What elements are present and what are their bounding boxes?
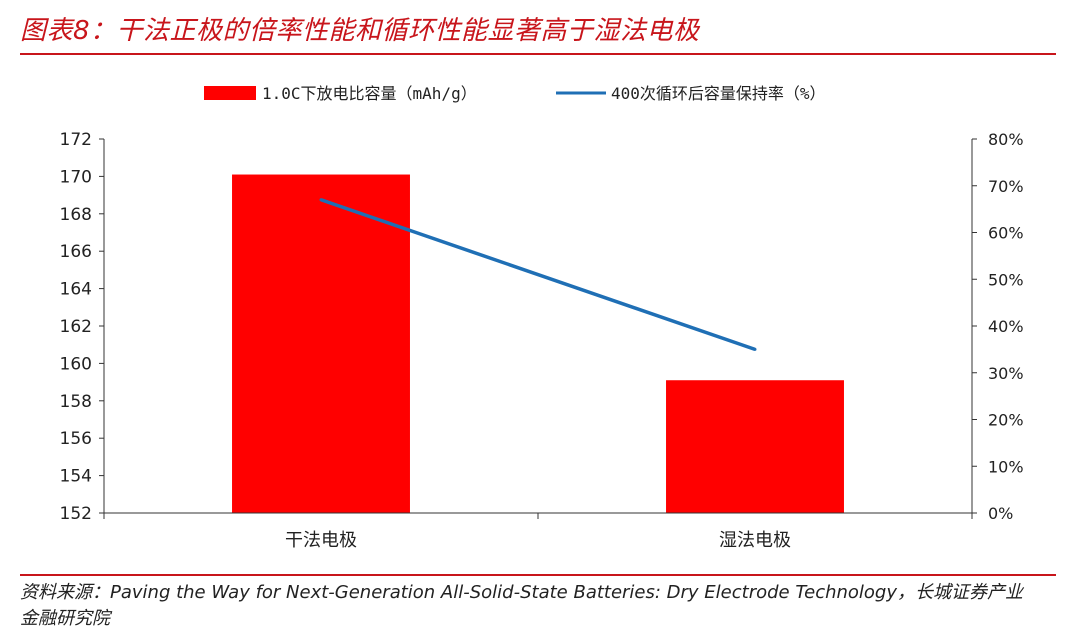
- y-tick-label: 156: [60, 429, 92, 449]
- title-divider: [20, 53, 1056, 55]
- y-tick-label: 164: [60, 280, 92, 300]
- y2-tick-label: 50%: [988, 270, 1024, 289]
- y-tick-label: 160: [60, 354, 92, 374]
- y2-tick-label: 70%: [988, 177, 1024, 196]
- retention-line: [320, 198, 756, 352]
- y2-tick-label: 60%: [988, 224, 1024, 243]
- bar: [666, 380, 844, 513]
- y-tick-label: 168: [60, 205, 92, 225]
- chart: 1.0C下放电比容量（mAh/g） 400次循环后容量保持率（%） 152 154…: [60, 84, 1024, 551]
- bar: [232, 174, 410, 513]
- legend-bar-swatch: [204, 86, 256, 100]
- x-tick-label: 湿法电极: [719, 530, 791, 551]
- y-tick-label: 170: [60, 167, 92, 187]
- x-axis: 干法电极 湿法电极: [103, 512, 973, 551]
- y-axis-right: 0% 10% 20% 30% 40% 50% 60% 70% 80%: [971, 130, 1024, 523]
- legend-bar-label: 1.0C下放电比容量（mAh/g）: [262, 84, 477, 103]
- y-tick-label: 162: [60, 317, 92, 337]
- y2-tick-label: 80%: [988, 130, 1024, 149]
- y2-tick-label: 30%: [988, 364, 1024, 383]
- source-note: 资料来源：Paving the Way for Next-Generation …: [20, 582, 1024, 629]
- y-tick-label: 152: [60, 504, 92, 524]
- line-series: [319, 198, 757, 352]
- bars: [232, 174, 844, 513]
- legend-line-label: 400次循环后容量保持率（%）: [611, 84, 826, 103]
- x-tick-label: 干法电极: [285, 530, 357, 551]
- y2-tick-label: 10%: [988, 457, 1024, 476]
- legend: 1.0C下放电比容量（mAh/g） 400次循环后容量保持率（%）: [204, 84, 826, 103]
- line-point: [753, 347, 757, 351]
- y-tick-label: 166: [60, 242, 92, 262]
- y2-tick-label: 20%: [988, 411, 1024, 430]
- line-point: [319, 198, 323, 202]
- y2-tick-label: 40%: [988, 317, 1024, 336]
- y2-tick-label: 0%: [988, 504, 1013, 523]
- figure-title: 图表8：干法正极的倍率性能和循环性能显著高于湿法电极: [20, 16, 700, 46]
- y-tick-label: 158: [60, 392, 92, 412]
- source-divider: [20, 574, 1056, 576]
- y-axis-left: 152 154 156 158 160 162 164 166 168 170 172: [60, 130, 105, 524]
- y-tick-label: 154: [60, 467, 92, 487]
- y-tick-label: 172: [60, 130, 92, 150]
